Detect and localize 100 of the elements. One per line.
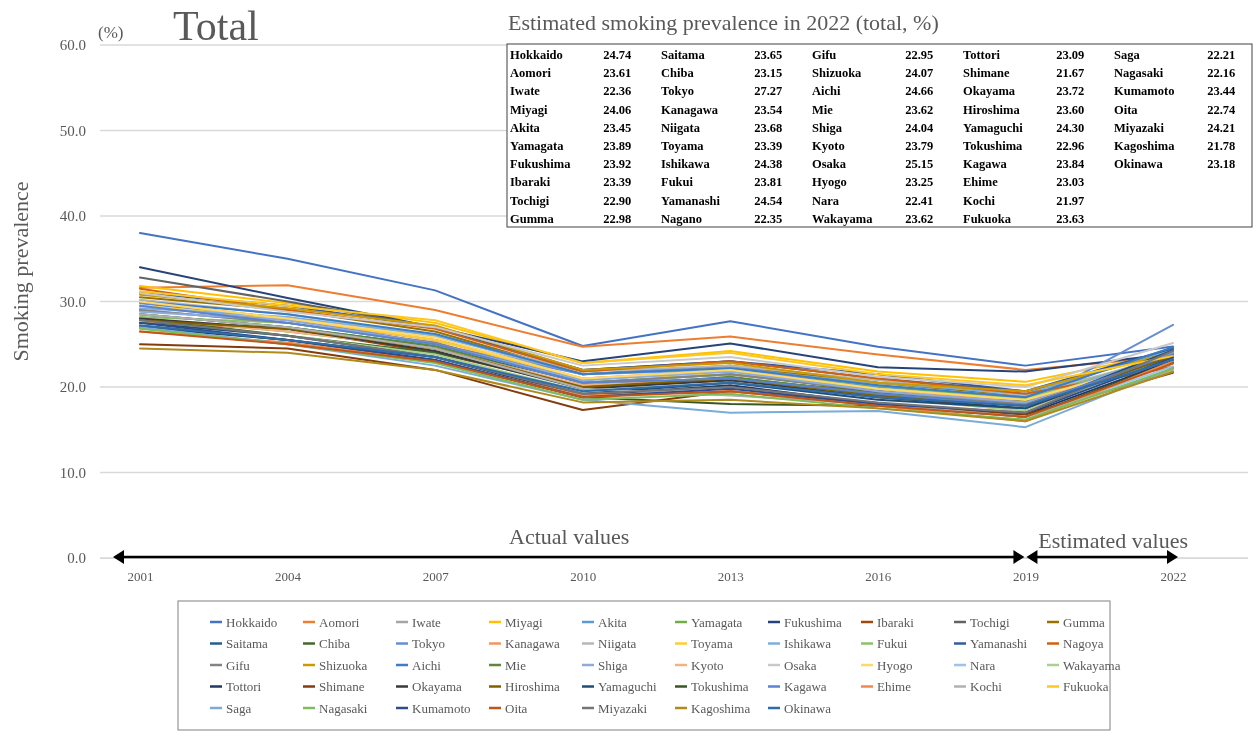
text: Hokkaido 24.74	[510, 48, 632, 62]
legend-label: Hyogo	[877, 657, 913, 673]
legend-label: Kyoto	[691, 657, 724, 673]
x-tick-label: 2004	[275, 569, 302, 585]
y-tick-label: 60.0	[59, 37, 86, 54]
x-tick-label: 2001	[127, 569, 154, 585]
text: Saitama 23.65	[661, 48, 783, 62]
text: Mie 23.62	[812, 102, 934, 117]
legend-label: Shizuoka	[319, 657, 368, 673]
legend-label: Niigata	[598, 636, 637, 651]
legend-label: Kanagawa	[505, 636, 561, 651]
legend-label: Osaka	[784, 657, 817, 673]
legend-label: Miyazaki	[598, 700, 648, 716]
text: Ibaraki 23.39	[510, 175, 632, 190]
text: Hyogo 23.25	[812, 175, 934, 190]
legend-label: Fukui	[877, 636, 908, 651]
legend-label: Tokyo	[412, 636, 446, 651]
text: Tochigi 22.90	[510, 193, 632, 208]
text: Yamaguchi 24.30	[963, 120, 1085, 135]
legend-label: Ishikawa	[784, 636, 832, 651]
x-tick-label: 2007	[422, 569, 450, 585]
legend-label: Akita	[598, 614, 628, 630]
legend-label: Kumamoto	[412, 700, 471, 716]
text: Oita 22.74	[1114, 102, 1236, 117]
x-tick-label: 2016	[865, 569, 892, 585]
text: Iwate 22.36	[510, 84, 632, 99]
x-tick-label: 2019	[1012, 569, 1039, 585]
text: Ehime 23.03	[963, 175, 1085, 190]
y-tick-label: 40.0	[59, 208, 86, 225]
legend-label: Okayama	[412, 679, 463, 694]
legend-label: Kagoshima	[691, 700, 751, 716]
text: Okayama 23.72	[963, 84, 1085, 99]
legend-label: Hokkaido	[226, 614, 278, 630]
chart-title: Total	[173, 3, 259, 49]
legend-label: Ibaraki	[877, 614, 915, 630]
text: Yamagata 23.89	[510, 139, 632, 153]
legend-label: Shiga	[598, 657, 628, 673]
legend-label: Wakayama	[1063, 657, 1121, 673]
legend-label: Oita	[505, 700, 528, 716]
text: Niigata 23.68	[661, 120, 783, 135]
legend-label: Shimane	[319, 679, 365, 694]
legend-label: Yamagata	[691, 614, 743, 630]
legend-label: Saga	[226, 700, 252, 716]
y-tick-label: 30.0	[59, 293, 86, 310]
text: Wakayama 23.62	[812, 211, 934, 226]
text: Aichi 24.66	[812, 84, 934, 99]
text: Saga 22.21	[1114, 48, 1236, 62]
legend-label: Tokushima	[691, 679, 749, 694]
text: Kanagawa 23.54	[661, 102, 783, 117]
legend-label: Tochigi	[970, 614, 1010, 630]
text: Fukushima 23.92	[510, 157, 632, 172]
text: Yamanashi 24.54	[661, 193, 783, 208]
x-tick-label: 2022	[1160, 569, 1187, 585]
text: Kagoshima 21.78	[1114, 139, 1236, 153]
text: Shizuoka 24.07	[812, 66, 934, 81]
text: Kagawa 23.84	[963, 157, 1085, 172]
legend-label: Mie	[505, 657, 527, 673]
text: Gifu 22.95	[812, 48, 934, 62]
text: Chiba 23.15	[661, 66, 783, 81]
text: Toyama 23.39	[661, 139, 783, 153]
annotation: Actual values	[509, 524, 630, 549]
y-tick-label: 50.0	[59, 122, 86, 139]
legend-label: Yamaguchi	[598, 679, 658, 694]
text: Fukui 23.81	[661, 175, 783, 190]
legend-label: Chiba	[319, 636, 351, 651]
y-tick-label: 10.0	[59, 464, 86, 481]
text: Akita 23.45	[510, 120, 632, 135]
x-tick-label: 2010	[570, 569, 597, 585]
annotation: Estimated values	[1038, 528, 1189, 553]
text: Nara 22.41	[812, 193, 934, 208]
text: Tokyo 27.27	[661, 84, 783, 99]
text: Tokushima 22.96	[963, 139, 1085, 153]
legend-label: Toyama	[691, 636, 733, 651]
text: Tottori 23.09	[963, 48, 1085, 62]
legend-label: Kagawa	[784, 679, 827, 694]
text: Shimane 21.67	[963, 66, 1085, 81]
legend-label: Tottori	[226, 679, 262, 694]
legend-label: Yamanashi	[970, 636, 1028, 651]
legend-label: Iwate	[412, 614, 442, 630]
text: Kyoto 23.79	[812, 139, 934, 153]
text: Shiga 24.04	[812, 120, 934, 135]
legend-label: Nagoya	[1063, 636, 1104, 651]
text: Okinawa 23.18	[1114, 157, 1236, 172]
legend-label: Gifu	[226, 657, 251, 673]
legend-label: Kochi	[970, 679, 1003, 694]
legend-label: Gumma	[1063, 614, 1106, 630]
y-tick-label: 20.0	[59, 379, 86, 396]
text: Estimated smoking prevalence in 2022 (total, %)	[508, 10, 939, 35]
legend-label: Aichi	[412, 657, 442, 673]
text: Osaka 25.15	[812, 157, 934, 172]
legend-label: Nara	[970, 657, 996, 673]
legend-label: Fukushima	[784, 614, 843, 630]
text: Miyazaki 24.21	[1114, 120, 1236, 135]
text: Kochi 21.97	[963, 193, 1085, 208]
y-tick-label: 0.0	[67, 550, 86, 567]
legend-label: Aomori	[319, 614, 360, 630]
x-tick-label: 2013	[717, 569, 744, 585]
text: (%)	[98, 23, 124, 42]
text: Ishikawa 24.38	[661, 157, 783, 172]
text: Kumamoto 23.44	[1114, 84, 1236, 99]
